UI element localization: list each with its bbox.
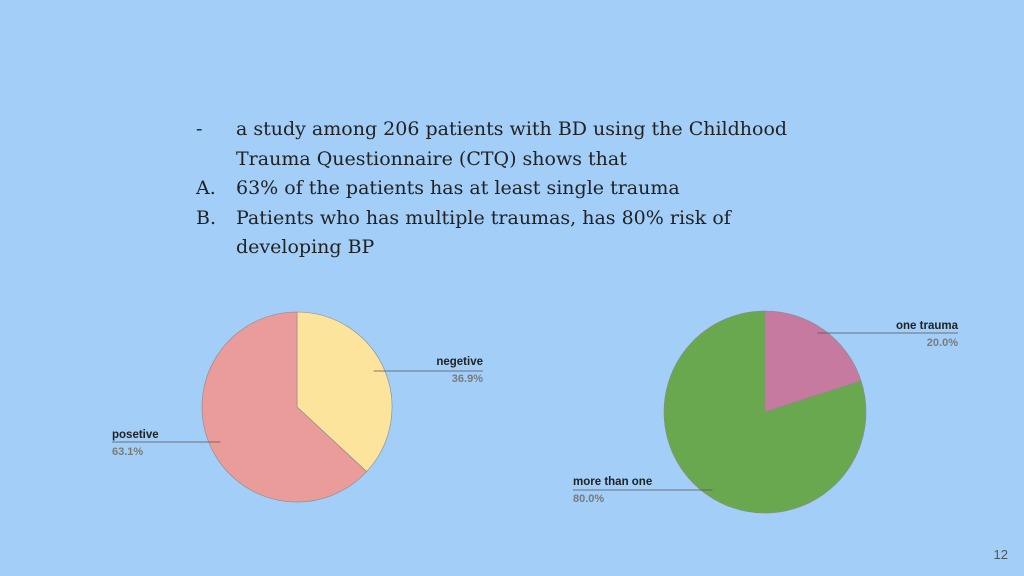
body-text: - a study among 206 patients with BD usi… xyxy=(196,115,836,263)
trauma-count-pie: one trauma 20.0% more than one 80.0% xyxy=(573,310,959,514)
pie-slice-posetive xyxy=(201,311,368,503)
slice-value-more-than-one: 80.0% xyxy=(573,493,604,505)
list-marker-b: B. xyxy=(196,206,217,229)
bullet-marker: - xyxy=(196,118,203,140)
text-line: B. Patients who has multiple traumas, ha… xyxy=(196,204,836,234)
slice-label-one-trauma: one trauma xyxy=(896,320,959,332)
slice-label-more-than-one: more than one xyxy=(573,476,652,488)
line-text: Patients who has multiple traumas, has 8… xyxy=(236,206,731,229)
text-line: developing BP xyxy=(196,233,836,263)
slice-value-negetive: 36.9% xyxy=(452,373,483,385)
line-text: 63% of the patients has at least single … xyxy=(236,177,680,199)
line-text: developing BP xyxy=(236,236,375,258)
page-number: 12 xyxy=(993,547,1008,562)
line-text: a study among 206 patients with BD using… xyxy=(236,118,788,140)
text-line: - a study among 206 patients with BD usi… xyxy=(196,115,836,145)
text-line: Trauma Questionnaire (CTQ) shows that xyxy=(196,145,836,175)
list-marker-a: A. xyxy=(196,177,216,199)
slice-label-negetive: negetive xyxy=(436,356,483,368)
trauma-status-pie: negetive 36.9% posetive 63.1% xyxy=(112,311,483,503)
pie-slice-negetive xyxy=(296,311,393,473)
slice-value-posetive: 63.1% xyxy=(112,446,143,458)
pie-slice-more-than-one xyxy=(663,310,867,514)
pie-slice-one-trauma xyxy=(764,310,862,413)
slice-value-one-trauma: 20.0% xyxy=(927,337,958,349)
slice-label-posetive: posetive xyxy=(112,429,159,441)
text-line: A. 63% of the patients has at least sing… xyxy=(196,174,836,204)
line-text: Trauma Questionnaire (CTQ) shows that xyxy=(236,147,627,170)
